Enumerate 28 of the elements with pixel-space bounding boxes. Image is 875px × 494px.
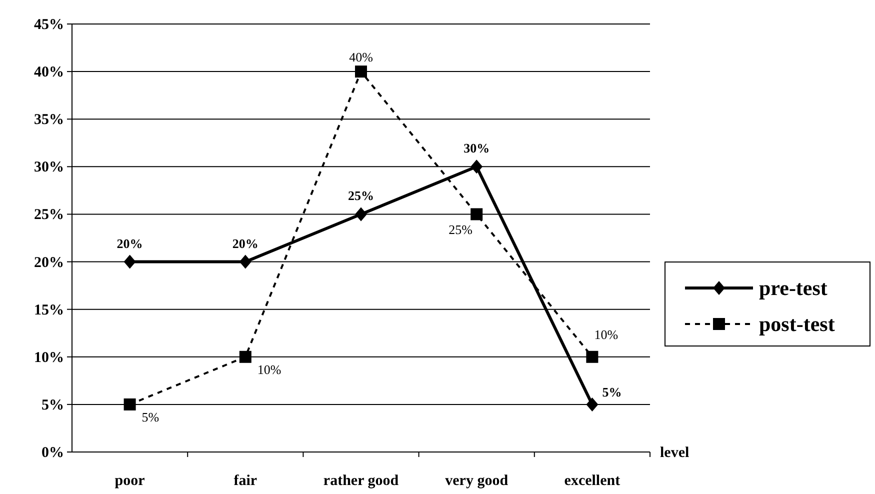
y-tick-label: 10% [34,350,64,366]
x-tick-label: fair [234,473,258,489]
y-tick-label: 45% [34,17,64,33]
data-label: 25% [348,188,374,204]
legend-label: post-test [759,312,835,336]
data-label: 5% [602,384,622,400]
y-tick-label: 20% [34,254,64,271]
x-tick-label: very good [445,473,509,489]
data-label: 30% [464,140,490,156]
y-tick-label: 0% [42,445,64,461]
legend-label: pre-test [759,276,828,300]
data-label: 40% [349,50,374,65]
x-tick-label: rather good [323,473,400,489]
x-tick-label: excellent [564,473,620,489]
data-label: 20% [116,236,143,251]
y-tick-label: 30% [34,160,64,176]
x-axis-title: level [660,445,690,461]
data-label: 5% [142,409,160,424]
data-label: 10% [257,362,282,377]
data-label: 25% [448,222,473,238]
x-tick-label: poor [114,473,146,489]
data-label: 20% [232,236,258,251]
y-tick-label: 35% [34,112,64,128]
y-tick-label: 25% [34,207,64,224]
y-tick-label: 15% [34,302,64,318]
y-tick-label: 40% [34,64,64,81]
data-label: 10% [594,326,618,342]
y-tick-label: 5% [42,397,64,414]
